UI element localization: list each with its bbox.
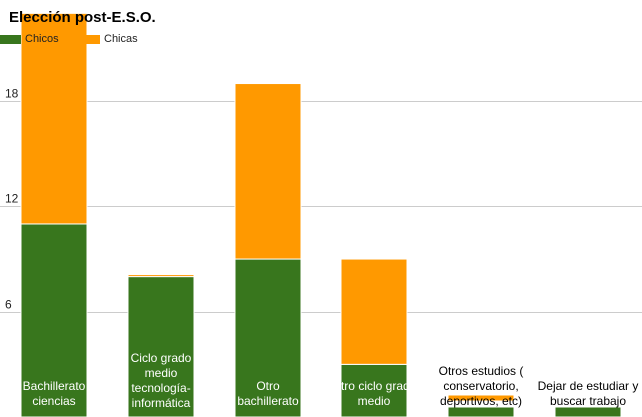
legend-item-chicas: Chicas	[79, 33, 138, 45]
legend-label-chicas: Chicas	[104, 33, 138, 45]
bar-chicos[interactable]	[234, 258, 302, 417]
bar-chicas[interactable]	[340, 258, 408, 365]
legend-item-chicos: Chicos	[0, 33, 59, 45]
bar-chicos[interactable]	[127, 276, 195, 417]
legend-swatch-chicos	[0, 34, 21, 44]
y-tick-label: 6	[5, 298, 12, 312]
bar-chicas[interactable]	[127, 274, 195, 278]
category-label: Ciclo grado medio tecnología-informática	[130, 351, 192, 410]
bar-chicos[interactable]	[20, 223, 88, 417]
category-label: Dejar de estudiar y buscar trabajo	[537, 379, 639, 408]
category-label: Otro ciclo grado medio	[331, 379, 417, 408]
y-tick-label: 18	[5, 87, 19, 101]
category-label: Otros estudios ( conservatorio, deportiv…	[438, 364, 524, 408]
category-label: Otro bachillerato	[237, 379, 299, 408]
legend-label-chicos: Chicos	[25, 33, 59, 45]
bar-chicas[interactable]	[20, 12, 88, 225]
y-tick-label: 12	[5, 192, 19, 206]
bar-chicos[interactable]	[554, 406, 622, 417]
chart-title: Elección post-E.S.O.	[9, 9, 156, 26]
bar-chicas[interactable]	[234, 83, 302, 260]
bar-chicos[interactable]	[340, 363, 408, 417]
legend-swatch-chicas	[79, 34, 100, 44]
category-label: Bachillerato ciencias	[22, 379, 86, 408]
bar-chicas[interactable]	[447, 394, 515, 402]
bar-chicos[interactable]	[447, 406, 515, 417]
